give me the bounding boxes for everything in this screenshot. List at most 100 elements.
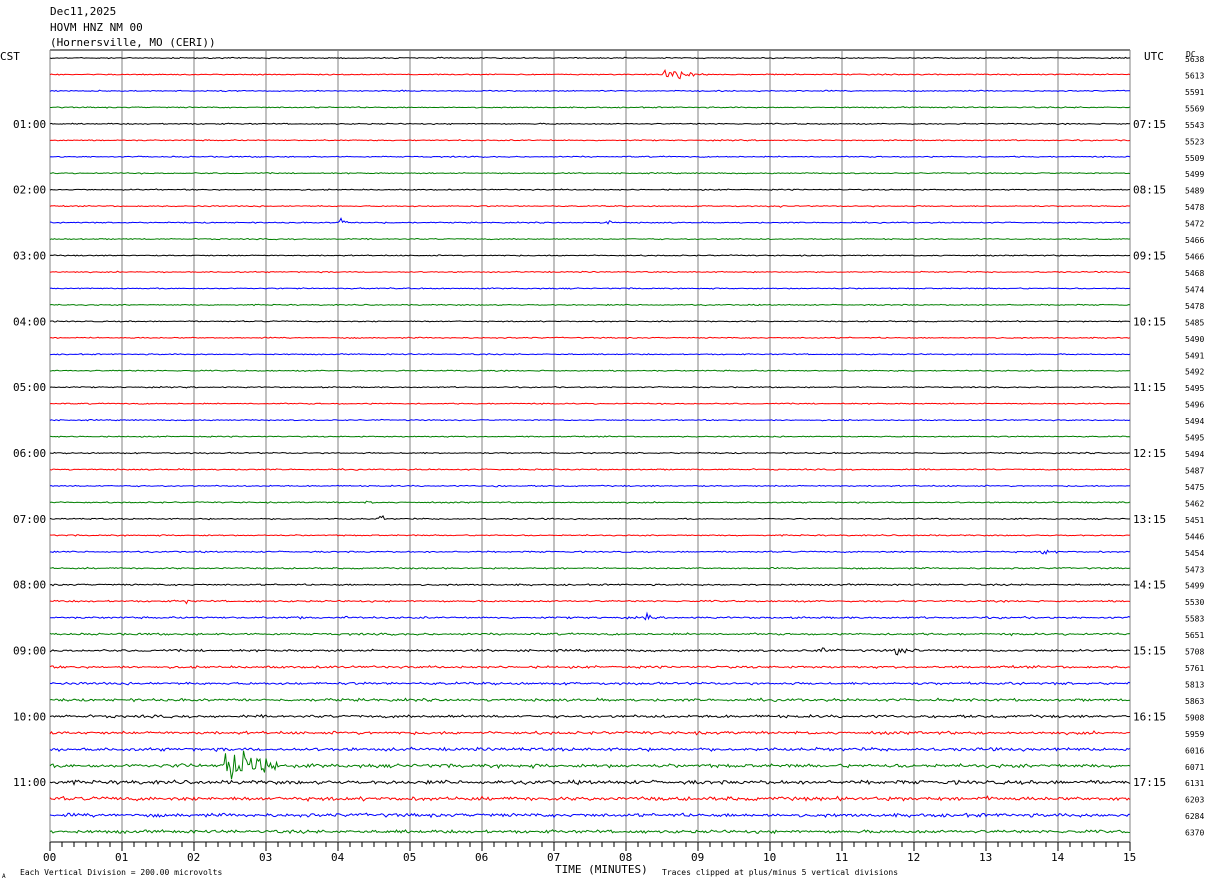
dc-offset-label: 5569 (1185, 104, 1204, 113)
dc-offset-label: 5583 (1185, 615, 1204, 624)
right-timezone-label: UTC (1144, 50, 1164, 63)
right-hour-label: 10:15 (1133, 315, 1166, 328)
trace-line-row-43 (49, 750, 1131, 780)
dc-offset-label: 5495 (1185, 434, 1204, 443)
x-tick-label: 06 (475, 851, 488, 864)
dc-offset-label: 5761 (1185, 664, 1204, 673)
trace-line-row-13 (49, 270, 1131, 274)
dc-offset-label: 5496 (1185, 401, 1204, 410)
trace-line-row-21 (49, 402, 1131, 406)
trace-line-row-33 (49, 599, 1131, 605)
trace-line-row-44 (49, 779, 1131, 786)
trace-line-row-5 (49, 139, 1131, 142)
left-hour-label: 09:00 (13, 645, 46, 658)
left-hour-label: 05:00 (13, 381, 46, 394)
grid-lines (49, 49, 1131, 851)
right-hour-label: 13:15 (1133, 513, 1166, 526)
trace-line-row-45 (49, 795, 1131, 803)
trace-line-row-25 (49, 468, 1131, 471)
right-hour-label: 17:15 (1133, 776, 1166, 789)
trace-line-row-46 (49, 812, 1131, 819)
dc-offset-label: 5446 (1185, 532, 1204, 541)
trace-line-row-7 (49, 171, 1131, 175)
dc-offset-label: 5509 (1185, 154, 1204, 163)
trace-line-row-41 (49, 730, 1131, 736)
dc-offset-label: 5451 (1185, 516, 1204, 525)
trace-line-row-14 (49, 287, 1131, 290)
trace-line-row-9 (49, 204, 1130, 208)
x-tick-label: 00 (43, 851, 56, 864)
dc-offset-label: 5478 (1185, 203, 1204, 212)
dc-offset-label: 6203 (1185, 796, 1204, 805)
right-hour-label: 12:15 (1133, 447, 1166, 460)
dc-offset-label: 5813 (1185, 680, 1204, 689)
trace-line-row-19 (49, 369, 1131, 372)
dc-offset-label: 5530 (1185, 598, 1204, 607)
dc-offset-label: 5472 (1185, 220, 1204, 229)
x-tick-label: 05 (403, 851, 416, 864)
trace-line-row-29 (49, 534, 1131, 537)
trace-line-row-2 (49, 89, 1131, 93)
date-label: Dec11,2025 (50, 5, 117, 18)
trace-line-row-42 (49, 746, 1131, 753)
dc-offset-label: 6016 (1185, 746, 1204, 755)
trace-line-row-30 (49, 549, 1130, 555)
left-hour-label: 03:00 (13, 250, 46, 263)
dc-offset-label: 5492 (1185, 368, 1204, 377)
trace-line-row-0 (49, 56, 1131, 60)
trace-line-row-31 (49, 566, 1131, 570)
location-label: (Hornersville, MO (CERI)) (50, 36, 216, 49)
trace-line-row-1 (49, 69, 1131, 80)
dc-offset-label: 5475 (1185, 483, 1204, 492)
scale-note: Each Vertical Division = 200.00 microvol… (20, 868, 222, 877)
right-hour-label: 09:15 (1133, 250, 1166, 263)
dc-offset-label: 5708 (1185, 648, 1204, 657)
right-hour-label: 08:15 (1133, 184, 1166, 197)
trace-line-row-32 (49, 583, 1131, 587)
dc-offset-label: 5490 (1185, 335, 1204, 344)
right-hour-label: 11:15 (1133, 381, 1166, 394)
trace-line-row-6 (49, 155, 1131, 159)
dc-offset-label: 5523 (1185, 137, 1204, 146)
x-tick-label: 13 (979, 851, 992, 864)
x-tick-label: 03 (259, 851, 272, 864)
trace-line-row-3 (50, 106, 1131, 109)
seismic-traces (49, 56, 1131, 835)
dc-offset-label: 5959 (1185, 730, 1204, 739)
trace-line-row-10 (49, 217, 1131, 225)
trace-line-row-27 (49, 500, 1131, 504)
trace-line-row-38 (49, 681, 1131, 686)
right-hour-label: 14:15 (1133, 579, 1166, 592)
left-hour-label: 11:00 (13, 776, 46, 789)
dc-offset-label: 5543 (1185, 121, 1204, 130)
dc-offset-label: 5494 (1185, 450, 1204, 459)
dc-offset-label: 6131 (1185, 779, 1204, 788)
clip-note: Traces clipped at plus/minus 5 vertical … (662, 868, 898, 877)
right-hour-label: 07:15 (1133, 118, 1166, 131)
left-hour-label: 04:00 (13, 315, 46, 328)
trace-line-row-12 (49, 254, 1131, 257)
trace-line-row-16 (49, 320, 1131, 323)
dc-offset-label: 5499 (1185, 170, 1204, 179)
x-tick-label: 01 (115, 851, 128, 864)
dc-offset-label: 6370 (1185, 829, 1204, 838)
left-hour-label: 08:00 (13, 579, 46, 592)
x-tick-label: 11 (835, 851, 848, 864)
trace-line-row-47 (49, 829, 1131, 835)
trace-line-row-15 (49, 303, 1131, 307)
dc-offset-label: 5491 (1185, 351, 1204, 360)
dc-offset-label: 5468 (1185, 269, 1204, 278)
x-tick-label: 08 (619, 851, 632, 864)
trace-line-row-17 (49, 336, 1131, 340)
station-label: HOVM HNZ NM 00 (50, 21, 143, 34)
right-hour-label: 15:15 (1133, 645, 1166, 658)
dc-offset-label: 6071 (1185, 763, 1204, 772)
dc-offset-label: 5478 (1185, 302, 1204, 311)
dc-offset-label: 5466 (1185, 236, 1204, 245)
trace-line-row-11 (49, 237, 1131, 241)
x-tick-label: 09 (691, 851, 704, 864)
x-tick-label: 10 (763, 851, 776, 864)
left-hour-label: 10:00 (13, 710, 46, 723)
dc-offset-label: 5485 (1185, 318, 1204, 327)
